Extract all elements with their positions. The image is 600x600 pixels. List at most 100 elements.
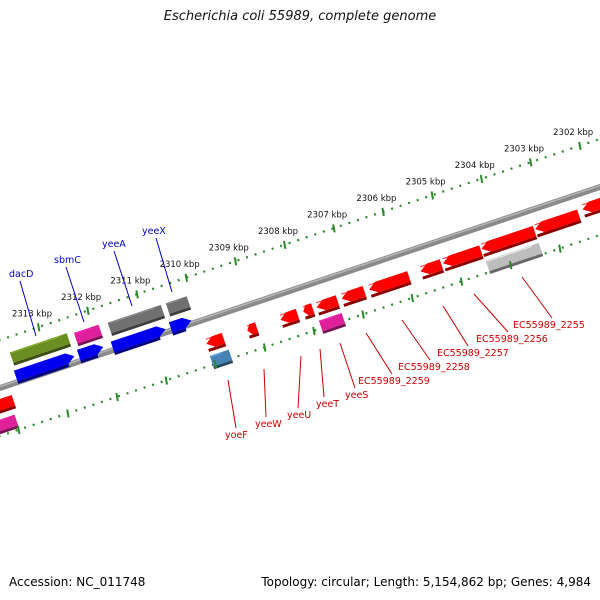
label-EC55989_2257: EC55989_2257 <box>437 305 509 359</box>
coordinate-label: 2311 kbp <box>110 276 150 286</box>
gene-sbmC[interactable] <box>73 324 104 347</box>
coordinate-tick <box>578 141 582 151</box>
coordinate-tick <box>86 306 90 315</box>
map-title: Escherichia coli 55989, complete genome <box>163 9 437 24</box>
coordinate-tick <box>17 425 21 435</box>
gene-EC55989_2257[interactable] <box>419 259 445 280</box>
coordinate-tick <box>332 224 336 233</box>
svg-text:EC55989_2257: EC55989_2257 <box>437 348 509 359</box>
svg-text:EC55989_2255: EC55989_2255 <box>513 320 585 331</box>
lower-coordinate-rail <box>0 233 600 438</box>
label-yeeX: yeeX <box>142 226 173 293</box>
svg-text:yeeW: yeeW <box>255 419 282 430</box>
coordinate-label: 2306 kbp <box>356 194 396 204</box>
coordinate-tick <box>381 207 385 217</box>
gene-blue-2[interactable] <box>76 342 106 364</box>
gene-EC55989_2259[interactable] <box>340 285 368 307</box>
gene-yeeS[interactable] <box>315 295 341 316</box>
coordinate-tick <box>283 240 287 250</box>
gene-lightgray[interactable] <box>485 242 544 274</box>
upper-coordinate-rail <box>0 137 600 342</box>
svg-text:yeeA: yeeA <box>102 239 126 250</box>
gene-left-magenta[interactable] <box>0 414 20 437</box>
coordinate-tick <box>135 290 139 299</box>
svg-text:EC55989_2259: EC55989_2259 <box>358 376 430 387</box>
label-yeeS: yeeS <box>339 342 368 401</box>
genome-stats: Topology: circular; Length: 5,154,862 bp… <box>261 575 591 589</box>
coordinate-tick <box>66 409 70 418</box>
gene-magenta-right[interactable] <box>318 312 347 334</box>
gene-yeeW[interactable] <box>246 322 260 339</box>
gene-blue-3[interactable] <box>110 324 169 355</box>
coordinate-tick <box>361 310 365 319</box>
coordinate-tick <box>410 293 414 303</box>
svg-text:yeeX: yeeX <box>142 226 166 237</box>
gene-blue-1[interactable] <box>13 351 77 384</box>
svg-text:yeeS: yeeS <box>345 390 368 401</box>
label-yoeF: yoeF <box>225 379 248 441</box>
svg-text:EC55989_2258: EC55989_2258 <box>398 362 470 373</box>
coordinate-label: 2305 kbp <box>406 177 446 187</box>
coordinate-tick <box>312 326 316 336</box>
genes-label: Genes: <box>510 575 553 589</box>
accession-value: NC_011748 <box>76 575 146 589</box>
label-yeeU: yeeU <box>287 355 311 421</box>
gene-yeeX[interactable] <box>165 296 192 317</box>
coordinate-label: 2303 kbp <box>504 144 544 154</box>
coordinate-label: 2309 kbp <box>209 243 249 253</box>
genes-value: 4,984 <box>556 575 591 589</box>
svg-text:EC55989_2256: EC55989_2256 <box>476 334 548 345</box>
length-label: Length: <box>373 575 420 589</box>
gene-labels: dacD sbmC yeeA yeeX yoeF yeeW yeeU yeeT yeeS EC55… <box>9 226 585 441</box>
coordinate-ticks: 2313 kbp 2312 kbp 2311 kbp 2310 kbp 2309 kbp… <box>12 128 593 435</box>
svg-text:yeeU: yeeU <box>287 410 311 421</box>
gene-steel[interactable] <box>209 349 234 370</box>
label-EC55989_2255: EC55989_2255 <box>513 276 585 331</box>
label-EC55989_2256: EC55989_2256 <box>473 293 548 345</box>
gene-right-edge[interactable] <box>581 197 600 218</box>
label-EC55989_2259: EC55989_2259 <box>358 332 430 387</box>
coordinate-tick <box>233 257 238 266</box>
accession-label: Accession: <box>9 575 73 589</box>
label-dacD: dacD <box>9 269 37 337</box>
gene-left-red[interactable] <box>0 394 17 416</box>
label-yeeA: yeeA <box>102 239 133 307</box>
coordinate-label: 2304 kbp <box>455 161 495 171</box>
coordinate-label: 2313 kbp <box>12 309 52 319</box>
coordinate-tick <box>558 244 562 253</box>
coordinate-tick <box>115 392 119 402</box>
svg-text:dacD: dacD <box>9 269 33 280</box>
coordinate-label: 2308 kbp <box>258 227 298 237</box>
label-sbmC: sbmC <box>54 255 85 323</box>
coordinate-tick <box>184 273 188 282</box>
topology-value: circular <box>321 575 366 589</box>
length-value: 5,154,862 bp <box>422 575 503 589</box>
gene-yoeF[interactable] <box>205 332 227 352</box>
gene-EC55989_2258[interactable] <box>367 271 412 298</box>
svg-text:sbmC: sbmC <box>54 255 81 266</box>
coordinate-label: 2312 kbp <box>61 293 101 303</box>
gene-yeeA[interactable] <box>107 304 166 336</box>
coordinate-label: 2307 kbp <box>307 210 347 220</box>
gene-dacD[interactable] <box>9 333 72 366</box>
label-yeeT: yeeT <box>316 348 339 410</box>
coordinate-tick <box>213 359 218 369</box>
coordinate-label: 2310 kbp <box>160 260 200 270</box>
gene-yeeU[interactable] <box>279 308 301 328</box>
coordinate-tick <box>164 376 168 385</box>
coordinate-tick <box>263 343 267 352</box>
coordinate-tick <box>430 191 434 200</box>
gene-yeeT[interactable] <box>302 303 316 320</box>
svg-text:yoeF: yoeF <box>225 430 248 441</box>
coordinate-tick <box>37 323 41 332</box>
gene-EC55989_2255[interactable] <box>480 225 538 257</box>
label-EC55989_2258: EC55989_2258 <box>398 319 470 373</box>
gene-features[interactable] <box>0 197 600 437</box>
gene-EC55989_2256[interactable] <box>441 245 484 272</box>
coordinate-label: 2302 kbp <box>553 128 593 138</box>
gene-right-red[interactable] <box>533 209 582 238</box>
svg-text:yeeT: yeeT <box>316 399 339 410</box>
gene-blue-4[interactable] <box>168 315 194 336</box>
label-yeeW: yeeW <box>255 368 282 430</box>
